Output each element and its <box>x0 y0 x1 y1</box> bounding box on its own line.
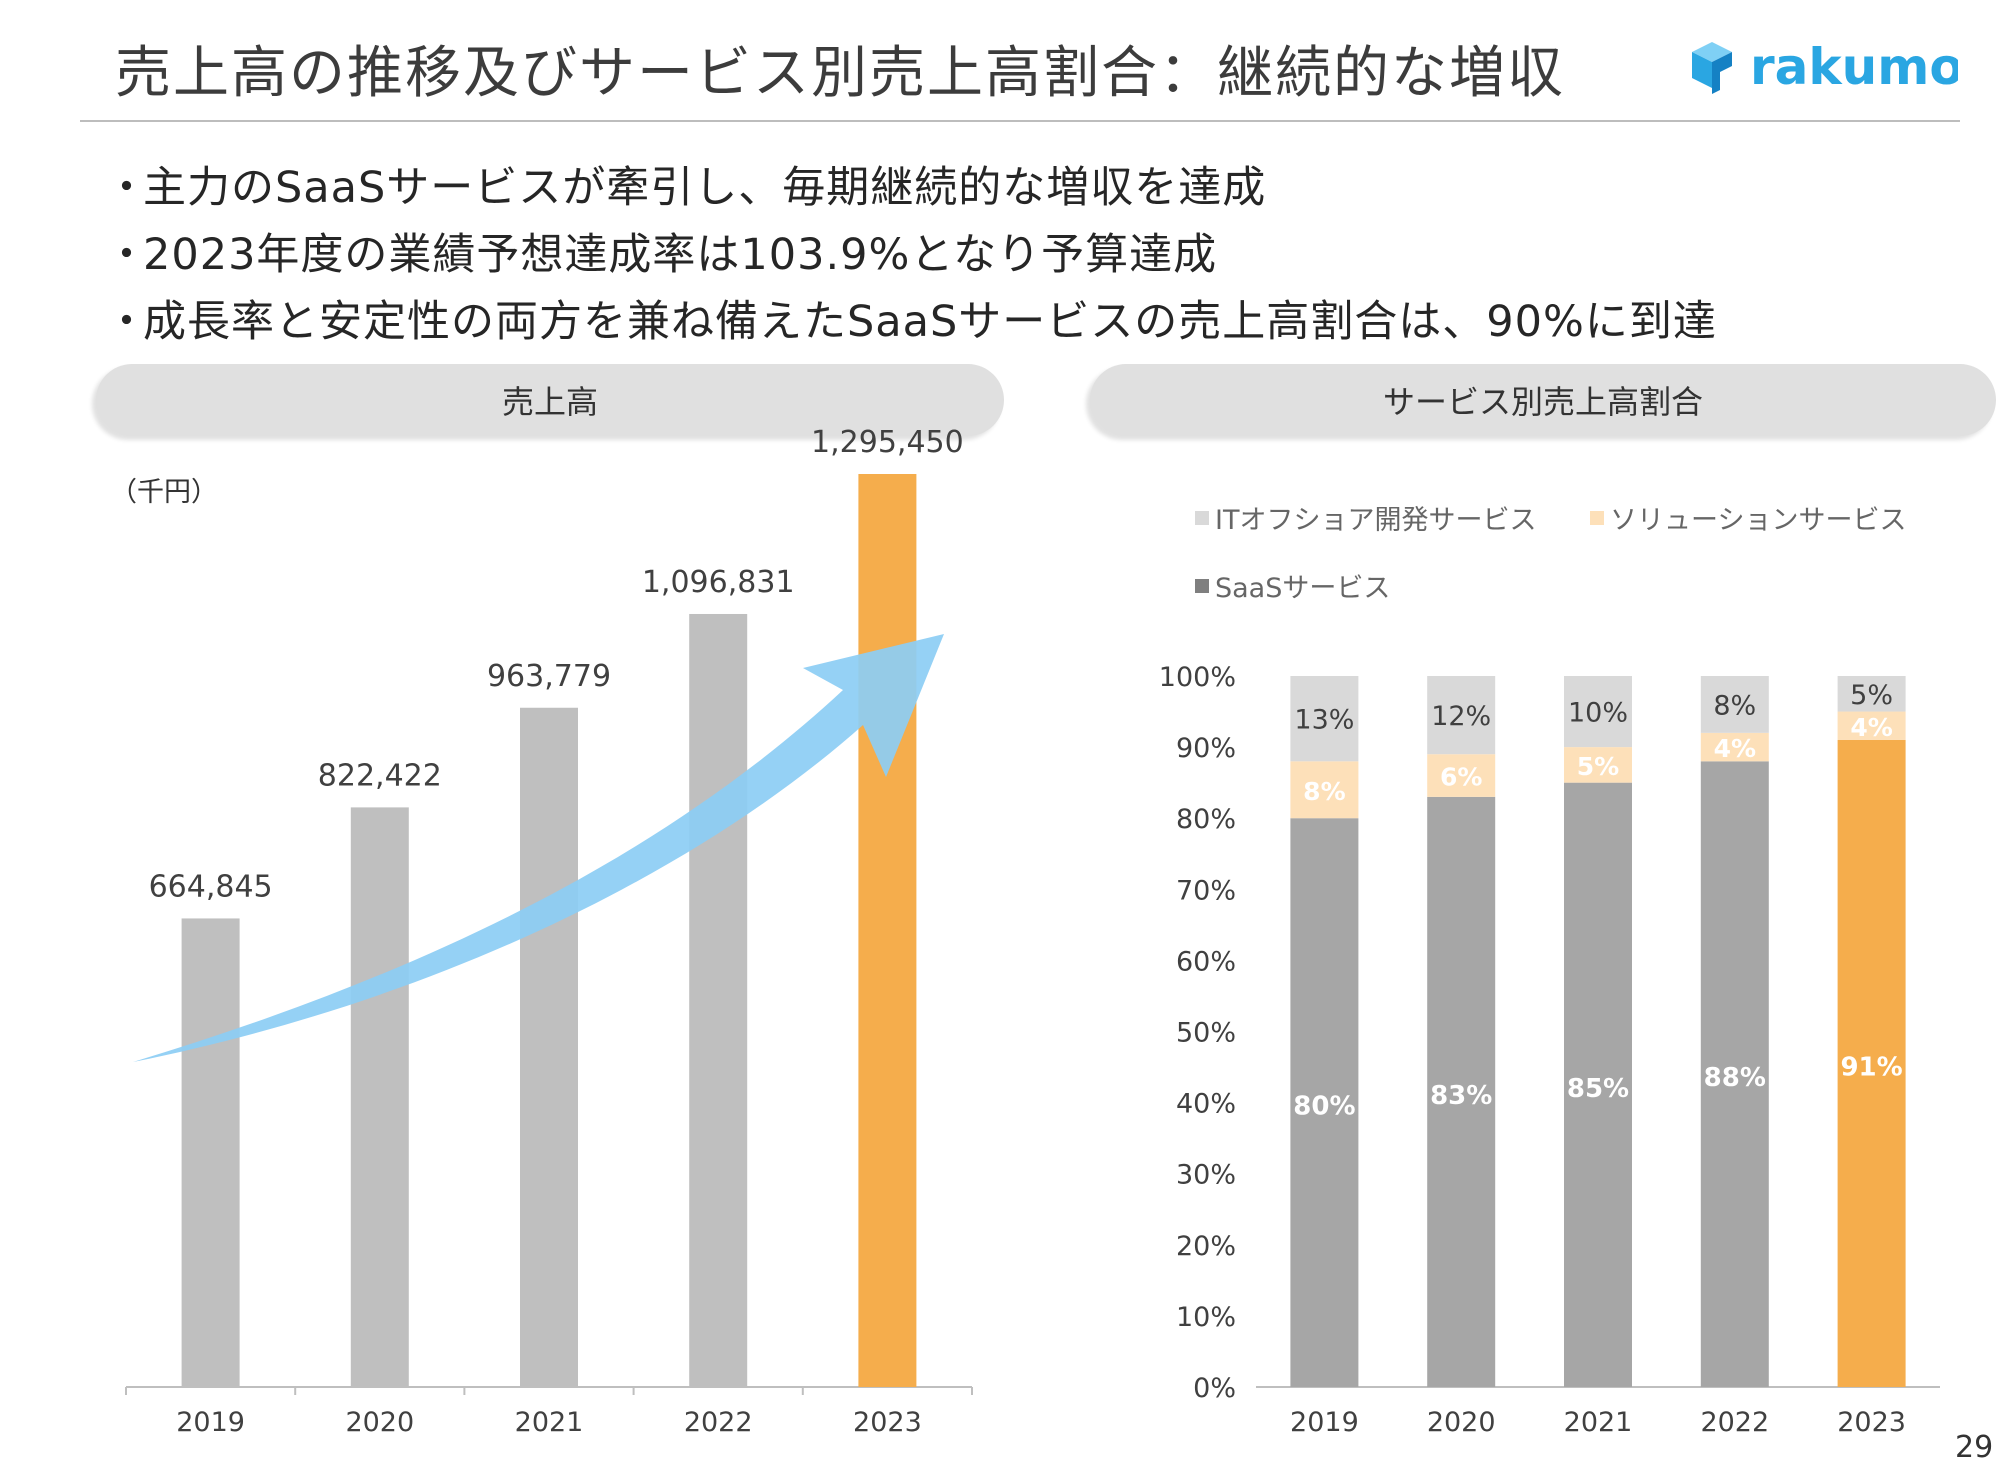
solution-segment-2021 <box>1564 747 1632 783</box>
legend-swatch <box>1195 510 1209 525</box>
sales-value-label: 1,096,831 <box>642 565 795 600</box>
solution-value-label: 4% <box>1850 713 1892 742</box>
saas-segment-2021 <box>1564 782 1632 1387</box>
bullet-marker: ・ <box>105 163 149 213</box>
legend-label: SaaSサービス <box>1215 573 1391 604</box>
it-offshore-segment-2020 <box>1427 676 1496 755</box>
legend-item-it-offshore: ITオフショア開発サービス <box>1195 498 1536 537</box>
saas-segment-2020 <box>1427 796 1496 1387</box>
page-number: 29 <box>1955 1430 1994 1465</box>
rakumo-logo-mark: rakumo <box>1692 38 1964 96</box>
bullet-marker: ・ <box>105 297 149 347</box>
sales-bar-chart: 664,845 2019 822,422 2020 963,779 2021 1,096,8… <box>125 425 973 1438</box>
sales-bar-2020 <box>350 807 409 1387</box>
it-offshore-value-label: 12% <box>1431 701 1491 732</box>
legend-item-saas: SaaSサービス <box>1195 566 1390 605</box>
sales-value-label: 1,295,450 <box>811 425 964 460</box>
bullet-text: 成長率と安定性の両方を兼ね備えたSaaSサービスの売上高割合は、90%に到達 <box>143 297 1717 347</box>
sales-value-label: 822,422 <box>318 758 442 793</box>
saas-value-label: 88% <box>1704 1063 1766 1093</box>
title-divider <box>80 120 1960 122</box>
solution-value-label: 4% <box>1714 734 1756 763</box>
it-offshore-segment-2023 <box>1837 676 1906 712</box>
bullet-list: ・主力のSaaSサービスが牽引し、毎期継続的な増収を達成 ・2023年度の業績予… <box>105 155 1717 356</box>
y-tick-label: 0% <box>1193 1373 1236 1404</box>
sales-value-label: 664,845 <box>149 869 273 904</box>
sales-bar-2022 <box>689 613 748 1387</box>
y-tick-label: 10% <box>1176 1302 1236 1333</box>
sales-bar-2019 <box>181 918 240 1387</box>
slide-title: 売上高の推移及びサービス別売上高割合：継続的な増収 <box>115 41 1565 106</box>
sales-category-label: 2020 <box>345 1407 414 1438</box>
it-offshore-value-label: 10% <box>1568 698 1628 729</box>
it-offshore-value-label: 5% <box>1850 680 1893 711</box>
sales-category-label: 2023 <box>853 1407 922 1438</box>
sales-value-label: 963,779 <box>487 659 611 694</box>
legend-swatch <box>1590 510 1604 525</box>
ratio-category-label: 2021 <box>1564 1407 1633 1438</box>
rakumo-logo: rakumo <box>1688 38 1964 98</box>
y-tick-label: 100% <box>1159 662 1236 693</box>
y-tick-label: 50% <box>1176 1018 1236 1049</box>
sales-category-label: 2021 <box>515 1407 584 1438</box>
solution-value-label: 5% <box>1577 752 1619 781</box>
saas-segment-2023 <box>1837 739 1906 1387</box>
bullet-item: ・成長率と安定性の両方を兼ね備えたSaaSサービスの売上高割合は、90%に到達 <box>105 289 1717 356</box>
logo-wordmark: rakumo <box>1750 38 1958 96</box>
y-tick-label: 30% <box>1176 1160 1236 1191</box>
solution-segment-2022 <box>1700 732 1769 762</box>
growth-arrow <box>133 634 944 1062</box>
y-tick-label: 70% <box>1176 875 1236 906</box>
legend-label: ソリューションサービス <box>1610 505 1907 536</box>
y-tick-label: 80% <box>1176 804 1236 835</box>
saas-value-label: 80% <box>1293 1092 1355 1122</box>
bullet-item: ・2023年度の業績予想達成率は103.9%となり予算達成 <box>105 222 1717 289</box>
y-tick-label: 20% <box>1176 1231 1236 1262</box>
solution-value-label: 6% <box>1440 763 1482 792</box>
ratio-category-label: 2020 <box>1427 1407 1496 1438</box>
solution-segment-2023 <box>1837 711 1906 740</box>
it-offshore-segment-2021 <box>1564 676 1632 748</box>
ratio-category-label: 2023 <box>1837 1407 1906 1438</box>
it-offshore-value-label: 8% <box>1713 690 1756 721</box>
it-offshore-value-label: 13% <box>1294 705 1354 736</box>
unit-label: （千円） <box>110 477 218 508</box>
bullet-marker: ・ <box>105 230 149 280</box>
saas-segment-2019 <box>1290 818 1359 1387</box>
ratio-category-label: 2019 <box>1290 1407 1359 1438</box>
bullet-text: 2023年度の業績予想達成率は103.9%となり予算達成 <box>143 230 1218 280</box>
it-offshore-segment-2019 <box>1290 676 1359 762</box>
solution-segment-2019 <box>1290 761 1359 819</box>
saas-value-label: 91% <box>1840 1052 1902 1082</box>
legend-swatch <box>1195 578 1209 593</box>
ratio-category-label: 2022 <box>1700 1407 1769 1438</box>
y-tick-label: 90% <box>1176 733 1236 764</box>
sales-bar-2023 <box>858 474 917 1387</box>
legend-label: ITオフショア開発サービス <box>1215 505 1537 536</box>
saas-segment-2022 <box>1700 761 1769 1387</box>
sales-bar-2021 <box>520 707 578 1387</box>
ratio-panel-header: サービス別売上高割合 <box>1090 364 1996 436</box>
sales-category-label: 2019 <box>176 1407 245 1438</box>
saas-value-label: 85% <box>1567 1074 1629 1104</box>
saas-value-label: 83% <box>1430 1081 1492 1111</box>
y-tick-label: 40% <box>1176 1089 1236 1120</box>
solution-value-label: 8% <box>1303 777 1345 806</box>
bullet-text: 主力のSaaSサービスが牽引し、毎期継続的な増収を達成 <box>143 163 1267 213</box>
solution-segment-2020 <box>1427 754 1496 797</box>
sales-panel-header: 売上高 <box>96 364 1004 436</box>
it-offshore-segment-2022 <box>1700 676 1769 733</box>
y-tick-label: 60% <box>1176 946 1236 977</box>
bullet-item: ・主力のSaaSサービスが牽引し、毎期継続的な増収を達成 <box>105 155 1717 222</box>
service-ratio-chart: 0% 10% 20% 30% 40% 50% 60% 70% 80% 90% 100% 80% 8% 13… <box>1159 662 1940 1438</box>
sales-category-label: 2022 <box>684 1407 753 1438</box>
legend-item-solution: ソリューションサービス <box>1590 498 1906 537</box>
